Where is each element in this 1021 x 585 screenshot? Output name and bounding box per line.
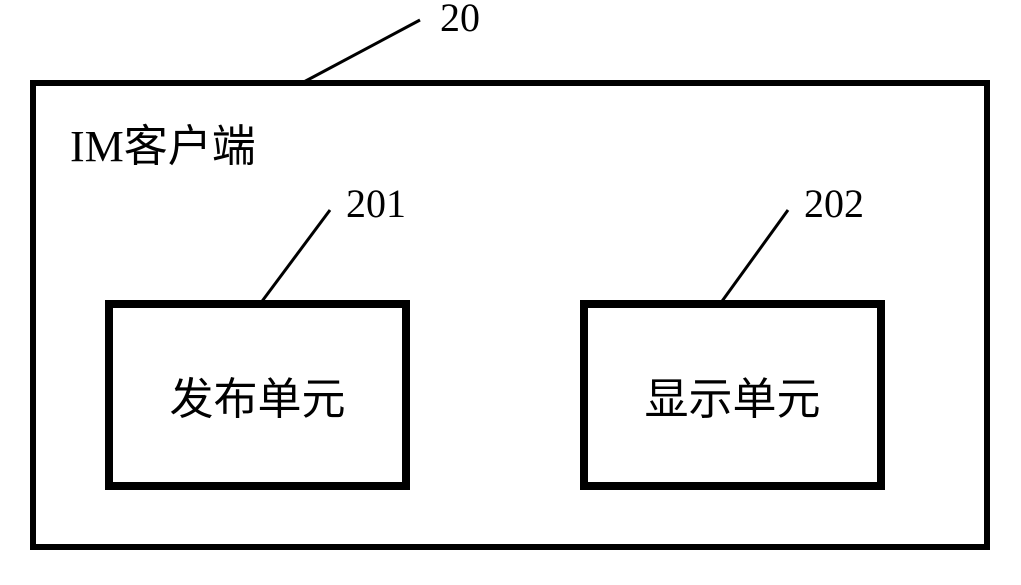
inner-box-display-unit-number: 202: [804, 180, 864, 227]
leader-line-display: [0, 0, 1, 1]
diagram-canvas: IM客户端 20 发布单元 201 显示单元 202: [0, 0, 1021, 585]
